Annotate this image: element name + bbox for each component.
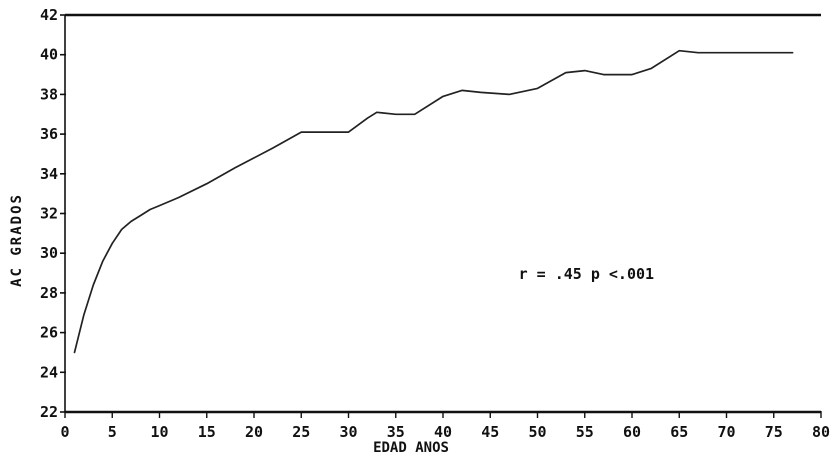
y-axis-title: AC GRADOS: [9, 193, 25, 287]
x-tick-label: 40: [434, 423, 452, 441]
x-tick-label: 70: [717, 423, 735, 441]
x-tick-label: 10: [150, 423, 168, 441]
x-tick-label: 30: [339, 423, 357, 441]
x-tick-label: 45: [481, 423, 499, 441]
x-tick-label: 5: [108, 423, 117, 441]
annotation-layer: r = .45 p <.001: [519, 265, 654, 283]
y-tick-label: 30: [40, 244, 58, 262]
series-line-0: [73, 49, 794, 354]
x-tick-label: 25: [292, 423, 310, 441]
x-tick-label: 55: [576, 423, 594, 441]
x-tick-label: 50: [528, 423, 546, 441]
y-tick-label: 24: [40, 363, 58, 381]
y-tick-label: 36: [40, 125, 58, 143]
y-tick-label: 34: [40, 165, 58, 183]
x-tick-label: 35: [387, 423, 405, 441]
chart-frame-layer: [64, 13, 821, 414]
x-axis-title: EDAD ANOS: [373, 440, 449, 456]
series-layer: [73, 49, 794, 354]
y-tick-label: 32: [40, 205, 58, 223]
x-tick-label: 15: [198, 423, 216, 441]
y-tick-label: 22: [40, 403, 58, 421]
y-tick-label: 40: [40, 46, 58, 64]
x-tick-label: 20: [245, 423, 263, 441]
x-tick-label: 60: [623, 423, 641, 441]
x-axis-ticks-layer: 0 5 10 15 20 25 30 35 40 45 50 55 60 65 70 75 80: [60, 411, 830, 441]
x-tick-label: 0: [60, 423, 69, 441]
y-tick-label: 38: [40, 85, 58, 103]
x-tick-label: 75: [765, 423, 783, 441]
x-tick-label: 65: [670, 423, 688, 441]
x-tick-label: 80: [812, 423, 830, 441]
stats-annotation: r = .45 p <.001: [519, 265, 654, 283]
y-tick-label: 42: [40, 6, 58, 24]
axis-labels-layer: EDAD ANOS AC GRADOS: [9, 193, 449, 456]
y-tick-label: 28: [40, 284, 58, 302]
y-axis-ticks-layer: 22 24 26 28 30 32 34 36 38 40 42: [40, 6, 66, 421]
y-tick-label: 26: [40, 324, 58, 342]
